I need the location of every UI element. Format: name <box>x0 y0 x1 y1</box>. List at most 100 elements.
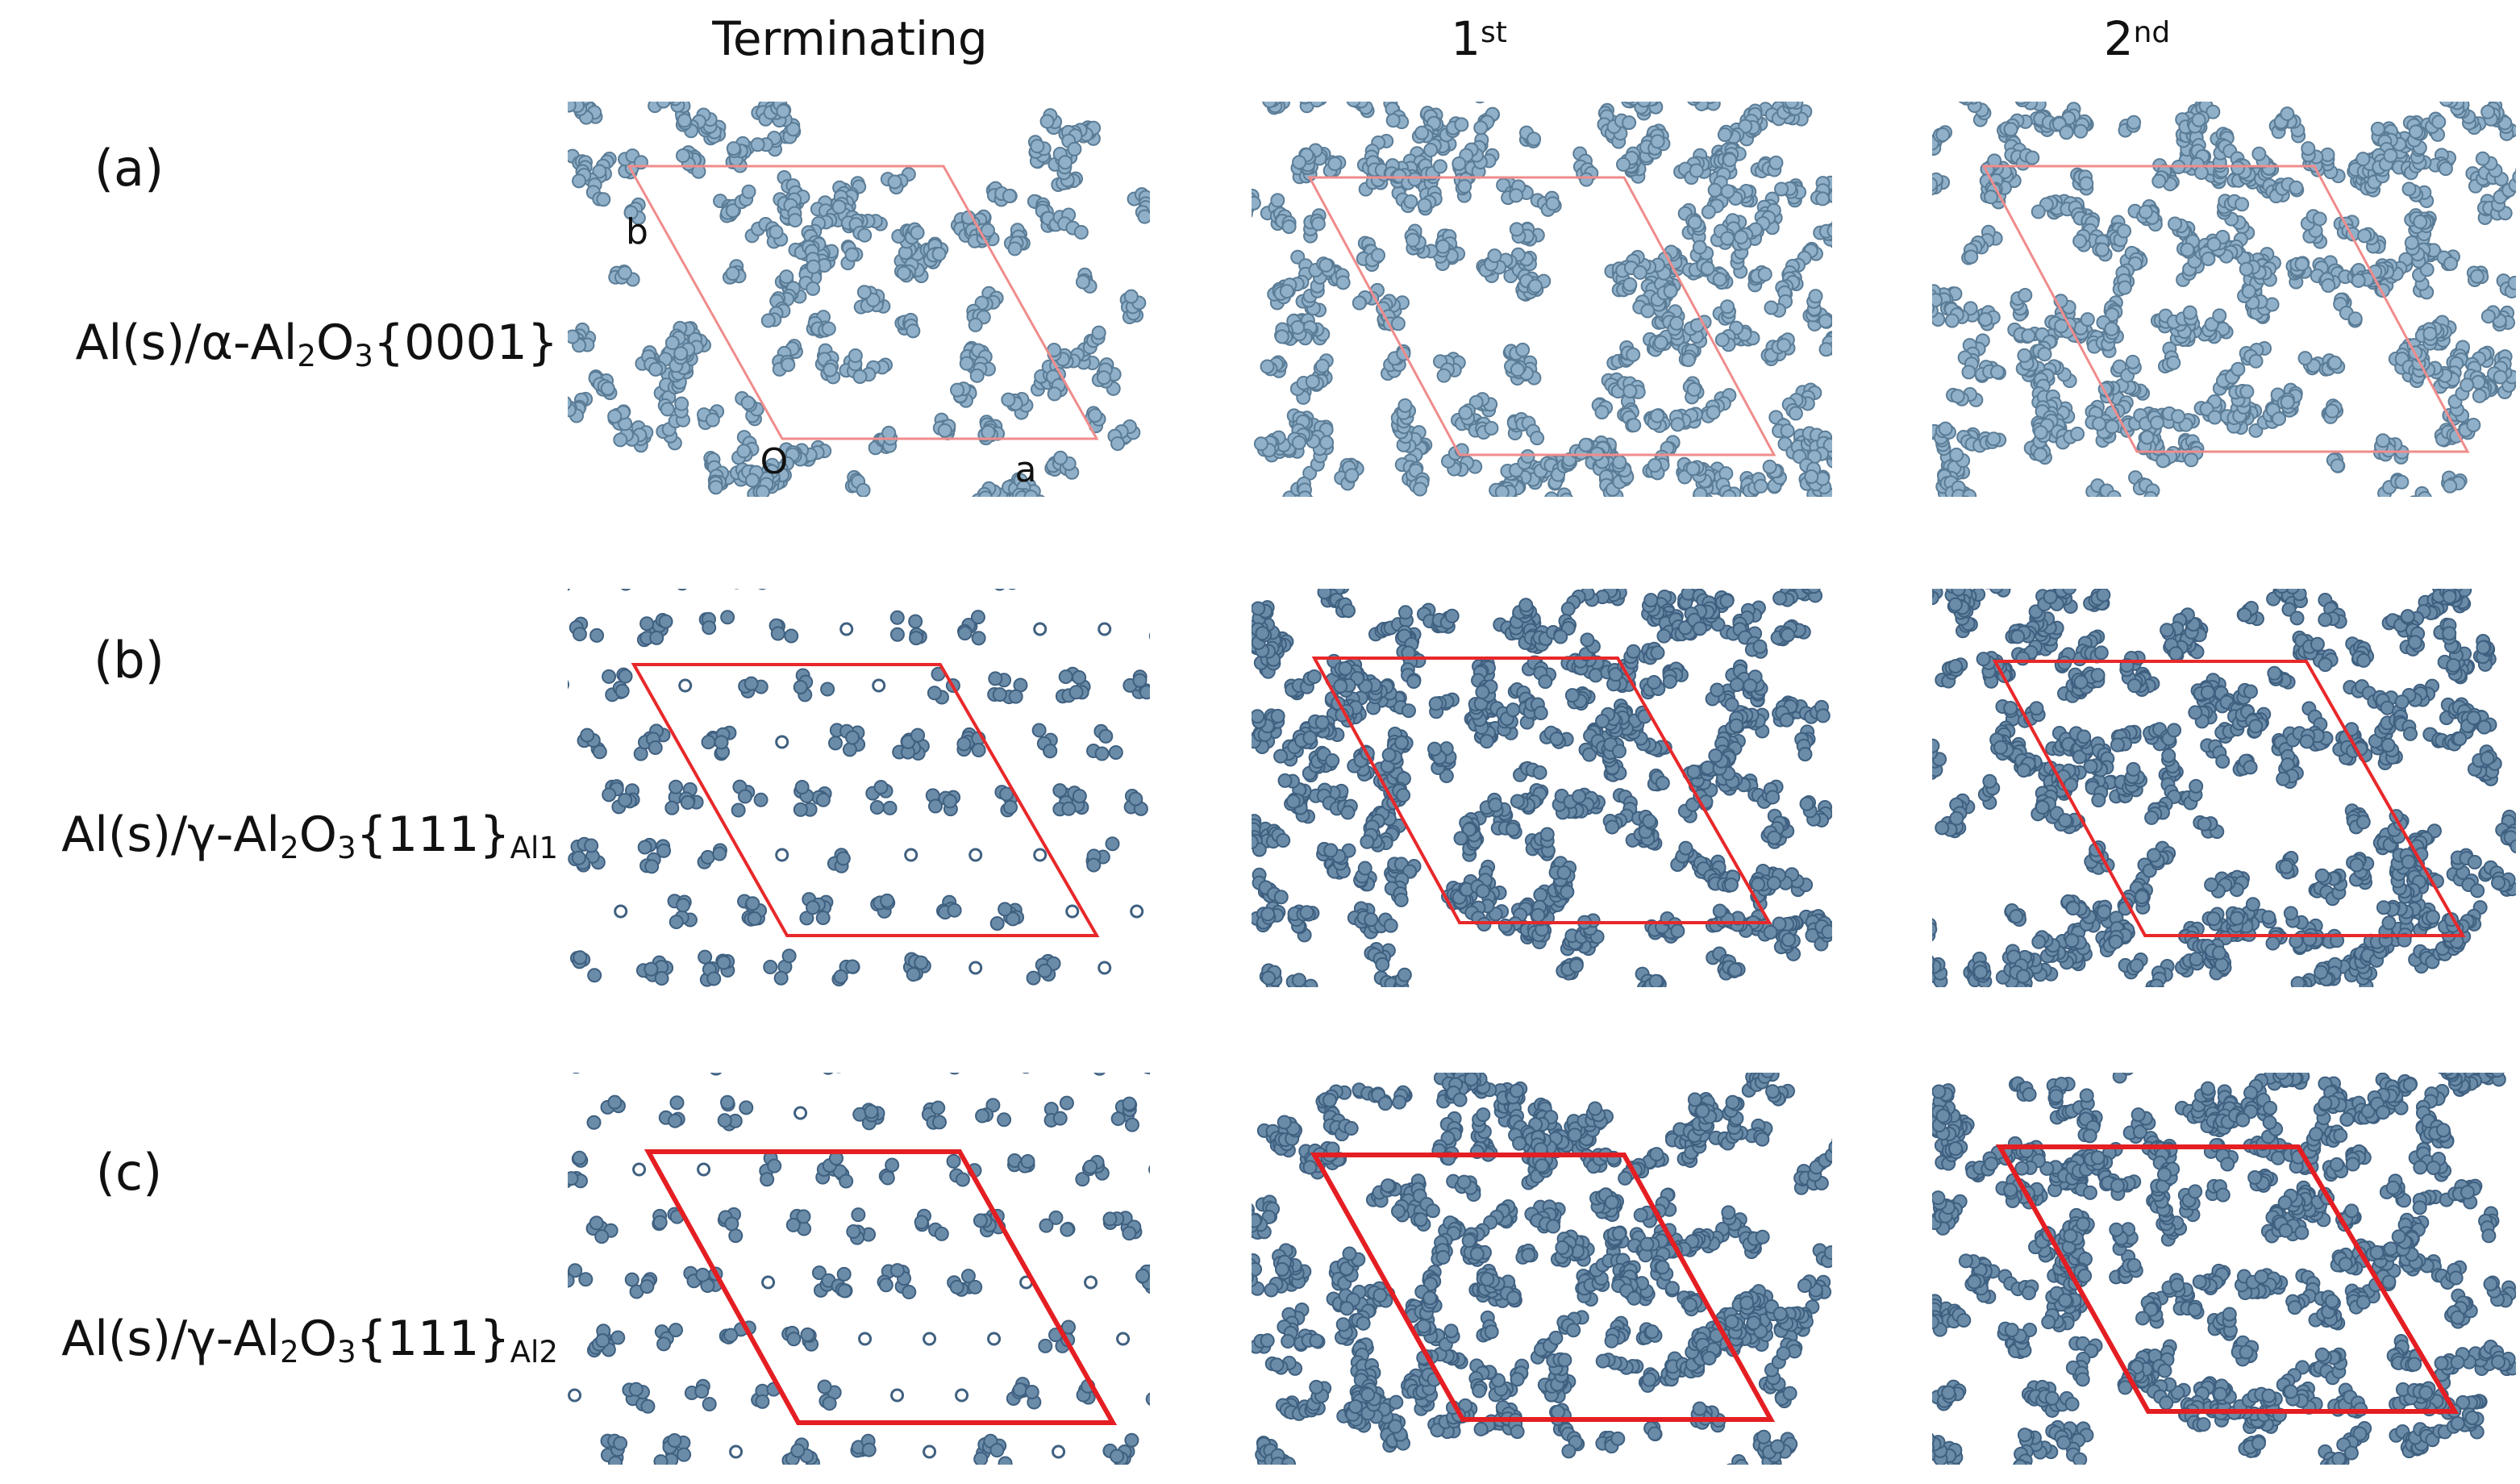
atom <box>2156 453 2171 469</box>
atom <box>1944 313 1960 328</box>
atom <box>1360 834 1375 849</box>
atom <box>648 740 663 756</box>
atom <box>1177 631 1189 644</box>
atom <box>1346 102 1361 108</box>
atom <box>1780 423 1795 439</box>
atom <box>1310 102 1324 108</box>
atom <box>573 950 588 965</box>
atom <box>1457 179 1472 194</box>
atom <box>2021 328 2036 344</box>
atom <box>2023 102 2032 103</box>
atom <box>1262 102 1277 109</box>
atom <box>1299 905 1314 920</box>
atom <box>2022 77 2035 90</box>
atom <box>1304 986 1311 987</box>
atom <box>1314 715 1330 730</box>
atom <box>2106 490 2122 497</box>
atom <box>802 561 814 574</box>
atom <box>736 444 752 459</box>
atom <box>1096 370 1111 386</box>
atom <box>1475 81 1488 94</box>
atom <box>669 915 684 930</box>
atom <box>1960 495 1970 497</box>
atom <box>659 69 672 82</box>
atom <box>708 480 723 495</box>
column-header: Terminating <box>711 11 987 66</box>
atom <box>1281 219 1297 235</box>
atom <box>706 971 722 986</box>
atom <box>726 141 741 156</box>
atom <box>896 265 911 281</box>
atom <box>2072 233 2088 248</box>
atom <box>930 573 943 586</box>
atom <box>1028 503 1041 516</box>
atom <box>1458 405 1473 420</box>
text-part: O <box>316 315 354 371</box>
atom <box>2025 150 2040 165</box>
atom <box>806 259 821 274</box>
text-part: 3 <box>354 338 373 373</box>
atom <box>1134 568 1147 581</box>
atom <box>1627 418 1642 433</box>
atom <box>617 265 632 281</box>
atom <box>702 620 717 636</box>
atom <box>1232 203 1245 216</box>
atom <box>947 902 962 918</box>
atom <box>1689 163 1704 178</box>
atom <box>1594 405 1610 420</box>
text-part: Al1 <box>510 830 558 865</box>
atom <box>2079 176 2094 191</box>
atom <box>2003 122 2018 137</box>
atom <box>950 382 965 398</box>
atom <box>828 736 843 751</box>
atom <box>1626 347 1641 362</box>
atom <box>1729 677 1744 692</box>
atom <box>1495 503 1508 516</box>
atom <box>1335 275 1351 290</box>
atom <box>1720 184 1735 199</box>
atom <box>1964 249 1979 265</box>
atom <box>725 266 740 281</box>
atom <box>568 680 569 690</box>
atom <box>1167 613 1180 626</box>
atom <box>551 793 562 804</box>
atom <box>833 969 848 984</box>
atom <box>537 684 550 697</box>
atom <box>1169 854 1182 867</box>
atom <box>924 564 937 577</box>
atom <box>1134 573 1147 586</box>
atom <box>678 678 693 693</box>
atom <box>745 896 760 911</box>
atom <box>1720 231 1735 246</box>
atom <box>909 631 924 646</box>
atom <box>1108 744 1123 760</box>
atom <box>654 971 669 986</box>
atom <box>663 85 676 98</box>
atom <box>731 561 744 574</box>
atom <box>716 955 731 970</box>
atom <box>1804 469 1819 485</box>
atom <box>805 561 818 573</box>
atom <box>1252 195 1261 211</box>
atom <box>747 911 762 926</box>
atom <box>1734 230 1749 245</box>
atom <box>663 87 676 100</box>
atom <box>1983 190 1998 205</box>
text-part: Al(s)/α-Al <box>75 315 297 371</box>
atom <box>1094 746 1110 761</box>
atom <box>1319 435 1335 450</box>
unit-cell <box>631 663 1100 937</box>
atom <box>658 614 673 629</box>
atom <box>1707 182 1722 198</box>
atom <box>753 792 768 807</box>
atom <box>1072 789 1087 804</box>
atom <box>1768 155 1784 170</box>
atom <box>538 572 551 585</box>
atom <box>1484 421 1499 436</box>
atom <box>701 735 716 750</box>
atom <box>1650 408 1665 423</box>
atom <box>607 409 623 424</box>
atom <box>1701 204 1716 219</box>
atom <box>1532 765 1547 780</box>
atom <box>656 843 672 858</box>
